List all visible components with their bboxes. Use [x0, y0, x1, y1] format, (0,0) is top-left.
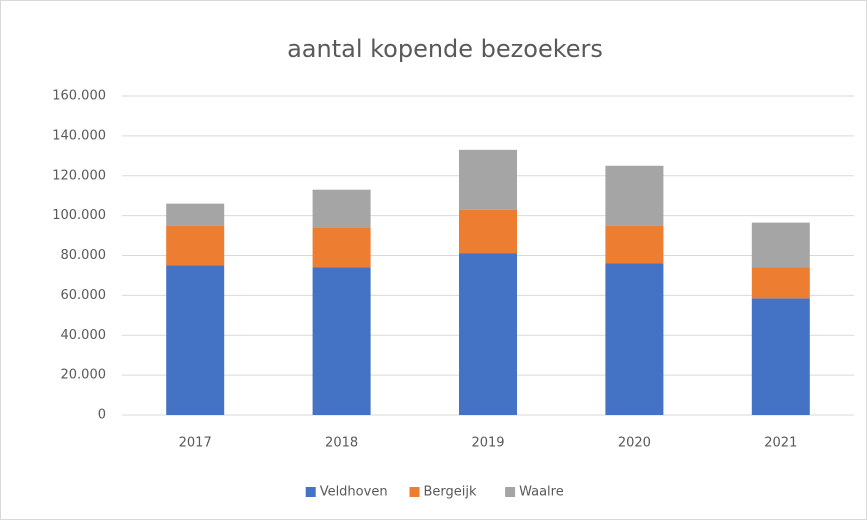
- x-tick-label: 2019: [471, 436, 504, 451]
- y-tick-label: 160.000: [52, 89, 106, 104]
- y-tick-label: 60.000: [61, 288, 107, 303]
- y-tick-label: 100.000: [52, 208, 106, 223]
- bar-segment: [605, 225, 664, 264]
- bar-segment: [751, 298, 810, 415]
- y-tick-label: 140.000: [52, 128, 106, 143]
- bar-segment: [166, 225, 225, 266]
- bar-segment: [751, 267, 810, 299]
- chart-title: aantal kopende bezoekers: [287, 35, 603, 63]
- y-tick-label: 120.000: [52, 168, 106, 183]
- bar-segment: [312, 267, 371, 415]
- legend-swatch: [409, 487, 420, 497]
- legend-label: Bergeijk: [424, 485, 478, 500]
- x-tick-label: 2020: [618, 436, 651, 451]
- bar-segment: [605, 165, 664, 226]
- y-tick-label: 0: [98, 408, 106, 423]
- x-tick-label: 2017: [179, 436, 212, 451]
- x-tick-label: 2018: [325, 436, 358, 451]
- bar-segment: [459, 209, 517, 254]
- x-tick-label: 2021: [764, 436, 797, 451]
- legend-swatch: [505, 487, 516, 497]
- bar-segment: [166, 203, 225, 226]
- bar-segment: [312, 189, 371, 228]
- y-tick-label: 80.000: [61, 248, 107, 263]
- y-tick-label: 40.000: [61, 328, 107, 343]
- bar-segment: [459, 149, 517, 210]
- legend-label: Veldhoven: [320, 485, 388, 500]
- bar-segment: [605, 263, 664, 415]
- bar-segment: [751, 222, 810, 268]
- bar-segment: [166, 265, 225, 415]
- legend-label: Waalre: [519, 485, 564, 500]
- y-tick-label: 20.000: [61, 368, 107, 383]
- bar-segment: [459, 253, 517, 415]
- legend-swatch: [305, 487, 316, 497]
- bar-segment: [312, 227, 371, 268]
